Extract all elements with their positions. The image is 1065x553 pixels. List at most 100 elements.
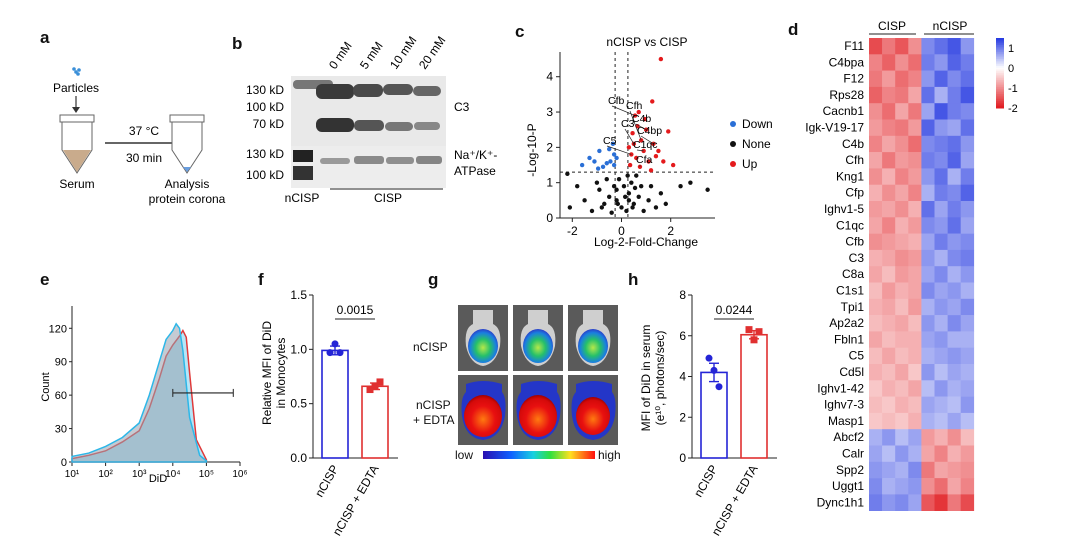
heatmap-cell (921, 119, 935, 137)
heatmap-cell (921, 347, 935, 365)
heatmap-cell (947, 315, 961, 332)
heatmap-cell (921, 168, 935, 185)
heatmap-row-label: C1qc (836, 218, 864, 232)
heatmap-cell (895, 119, 909, 137)
heatmap-cell (960, 331, 975, 348)
heatmap-cell (869, 396, 883, 414)
heatmap-cell (882, 119, 896, 137)
legend-label-none: None (742, 137, 771, 151)
panel-f-label: f (258, 270, 264, 289)
heatmap-cell (908, 298, 922, 316)
heatmap-cell (921, 331, 935, 348)
colorbar-segment (996, 67, 1004, 70)
heatmap-cell (960, 38, 975, 55)
heatmap-cell (947, 54, 961, 71)
heatmap-cell (882, 380, 896, 397)
p-value: 0.0244 (716, 303, 753, 317)
heatmap-cell (895, 70, 909, 88)
volcano-point-none (629, 180, 634, 185)
heatmap-cell (882, 396, 896, 414)
heatmap-cell (908, 347, 922, 365)
heatmap-cell (934, 249, 948, 267)
heatmap-cell (947, 494, 961, 511)
histo-xlabel: DiD (149, 473, 167, 485)
heatmap-cell (895, 315, 909, 332)
heatmap-cell (921, 315, 935, 332)
volcano-point-none (678, 184, 683, 189)
heatmap-group-cisp: CISP (878, 19, 906, 33)
heatmap-cell (921, 364, 935, 381)
imaging-row-1-label: nCISP (413, 340, 448, 354)
imaging-row-ncisp-edta (458, 375, 618, 445)
heatmap-cell (934, 429, 948, 446)
heatmap-cell (882, 266, 896, 283)
heatmap-cell (947, 364, 961, 381)
volcano-point-up (653, 153, 659, 159)
mw-100-top: 100 kD (246, 100, 284, 114)
colorbar-segment (996, 46, 1004, 49)
volcano-point-up (670, 162, 676, 168)
heatmap-cell (934, 412, 948, 430)
volcano-annotation: Cfh (626, 100, 643, 112)
heatmap-cell (869, 429, 883, 446)
analysis-text-1: Analysis (165, 177, 210, 191)
heatmap: CISP nCISP F11 C4bpa F12 Rps28 Cacnb1 Igk-V19… (805, 19, 1018, 511)
heatmap-cell (869, 152, 883, 169)
volcano-point-up (627, 162, 633, 168)
bar-category-label: nCISP (312, 463, 341, 500)
colorbar-segment (996, 69, 1004, 72)
panel-c-label: c (515, 22, 525, 41)
heatmap-cell (921, 266, 935, 283)
volcano-point-none (597, 187, 602, 192)
heatmap-row-label: Igk-V19-17 (805, 121, 864, 135)
bar (700, 371, 728, 459)
heatmap-cell (947, 168, 961, 185)
histo-ytick-label: 60 (55, 390, 67, 402)
panel-g-label: g (428, 270, 439, 289)
colorbar-segment (996, 76, 1004, 79)
heatmap-cell (895, 461, 909, 479)
heatmap-cell (869, 298, 883, 316)
volcano-point-up (643, 127, 649, 132)
mw-130-bottom: 130 kD (246, 147, 284, 161)
bar (361, 385, 389, 459)
colorbar-segment (996, 104, 1004, 107)
particles-text: Particles (53, 81, 99, 95)
heatmap-cell (921, 54, 935, 71)
heatmap-cell (960, 233, 975, 251)
heatmap-cell (947, 217, 961, 234)
heatmap-row-label: Cfb (845, 235, 864, 249)
volcano-point-up (658, 56, 664, 62)
heatmap-row-label: Cfp (845, 186, 864, 200)
heatmap-cell (934, 478, 948, 495)
heatmap-cell (908, 364, 922, 381)
legend-label-up: Up (742, 157, 758, 171)
volcano-point-none (615, 201, 621, 207)
heatmap-cell (908, 412, 922, 430)
heatmap-cell (934, 282, 948, 300)
heatmap-row-label: C1s1 (836, 284, 864, 298)
heatmap-cell (908, 119, 922, 137)
bar-ytick-label: 1.5 (290, 288, 307, 302)
heatmap-cell (960, 119, 975, 137)
heatmap-cell (947, 478, 961, 495)
colorbar-tick-label: 0 (1008, 63, 1014, 75)
atpase-bands (293, 150, 442, 180)
volcano-ytick-label: 2 (546, 140, 553, 154)
heatmap-cell (947, 331, 961, 348)
volcano-point-none (632, 185, 638, 191)
volcano-point-none (621, 184, 627, 189)
volcano-annotation: C3 (621, 118, 635, 130)
heatmap-cell (882, 347, 896, 365)
heatmap-cell (934, 70, 948, 88)
heatmap-cell (869, 412, 883, 430)
heatmap-cell (882, 135, 896, 153)
heatmap-cell (960, 429, 975, 446)
heatmap-cell (960, 282, 975, 300)
volcano-point-none (604, 176, 609, 182)
heatmap-row-label: Ap2a2 (829, 316, 864, 330)
volcano-xtick-label: -2 (567, 224, 578, 238)
histo-ylabel: Count (40, 372, 52, 401)
heatmap-cell (895, 347, 909, 365)
heatmap-cell (960, 135, 975, 153)
